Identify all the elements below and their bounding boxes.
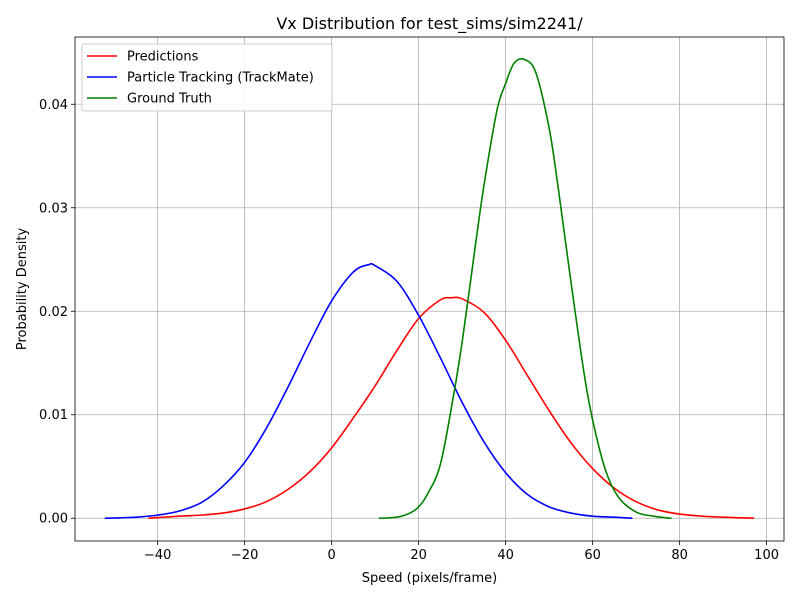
y-tick-label: 0.01 xyxy=(39,408,68,423)
x-tick-label: −20 xyxy=(231,548,258,563)
grid-lines xyxy=(75,37,784,541)
plot-frame xyxy=(74,36,785,542)
legend-label: Particle Tracking (TrackMate) xyxy=(127,71,314,86)
x-tick-label: 100 xyxy=(754,548,779,563)
x-tick-label: 0 xyxy=(327,548,335,563)
x-tick-label: 80 xyxy=(671,548,688,563)
series-line-predictions xyxy=(148,296,755,520)
x-tick-label: −40 xyxy=(144,548,171,563)
y-tick-label: 0.04 xyxy=(39,98,68,113)
y-tick-label: 0.02 xyxy=(39,305,68,320)
x-tick-label: 60 xyxy=(584,548,601,563)
x-tick-label: 40 xyxy=(497,548,514,563)
series-lines xyxy=(104,58,755,520)
legend-label: Ground Truth xyxy=(127,92,212,107)
series-line-particle-tracking-trackmate xyxy=(104,262,633,520)
legend-label: Predictions xyxy=(127,50,199,65)
y-tick-label: 0.03 xyxy=(39,201,68,216)
series-line-ground-truth xyxy=(378,58,672,520)
legend: Predictions Particle Tracking (TrackMate)… xyxy=(81,43,333,112)
x-tick-label: 20 xyxy=(410,548,427,563)
legend-box xyxy=(81,43,333,112)
y-tick-label: 0.00 xyxy=(39,512,68,527)
chart-title: Vx Distribution for test_sims/sim2241/ xyxy=(276,14,583,34)
axis-ticks: −40 −20 0 20 40 60 80 100 0.00 0.01 0.02 0.03 0.04 xyxy=(39,98,779,563)
y-axis-label: Probability Density xyxy=(15,228,30,351)
x-axis-label: Speed (pixels/frame) xyxy=(362,571,498,586)
